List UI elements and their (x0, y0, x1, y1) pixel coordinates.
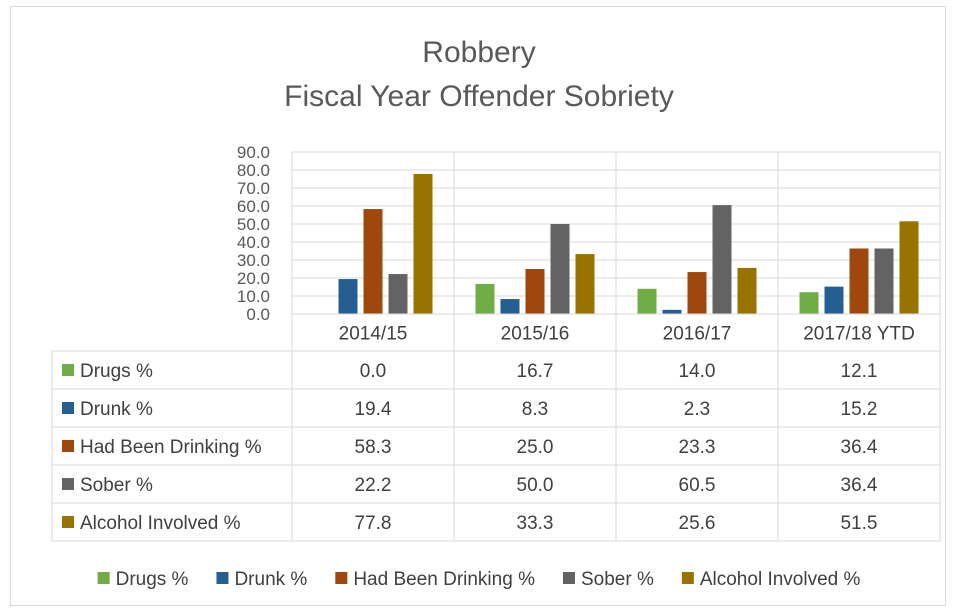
y-tick-label: 70.0 (237, 179, 270, 198)
data-value: 14.0 (679, 361, 716, 382)
legend-key (216, 572, 229, 584)
bar (799, 292, 819, 314)
table-series-label: Sober % (80, 475, 153, 496)
category-label: 2016/17 (663, 324, 732, 345)
y-tick-label: 20.0 (237, 269, 270, 288)
bar (388, 274, 408, 314)
y-tick-label: 80.0 (237, 161, 270, 180)
legend-label: Had Been Drinking % (353, 569, 535, 590)
data-value: 19.4 (355, 399, 392, 420)
bar (874, 248, 894, 314)
y-tick-label: 40.0 (237, 233, 270, 252)
data-value: 50.0 (517, 475, 554, 496)
y-tick-label: 60.0 (237, 197, 270, 216)
bar (712, 205, 732, 314)
data-value: 77.8 (355, 513, 392, 534)
table-legend-key (62, 478, 74, 490)
data-value: 58.3 (355, 437, 392, 458)
bar (550, 224, 570, 314)
data-value: 16.7 (517, 361, 554, 382)
data-value: 36.4 (841, 437, 878, 458)
data-value: 33.3 (517, 513, 554, 534)
bar (662, 309, 682, 314)
legend-label: Drugs % (116, 569, 189, 590)
legend-label: Alcohol Involved % (700, 569, 861, 590)
y-tick-label: 10.0 (237, 287, 270, 306)
bar (575, 254, 595, 314)
table-legend-key (62, 516, 74, 528)
bar (500, 299, 520, 314)
y-tick-label: 50.0 (237, 215, 270, 234)
bar (475, 283, 495, 314)
bar (824, 286, 844, 314)
data-value: 36.4 (841, 475, 878, 496)
legend-key (562, 572, 575, 584)
data-value: 60.5 (679, 475, 716, 496)
data-value: 2.3 (684, 399, 710, 420)
table-legend-key (62, 364, 74, 376)
table-series-label: Drunk % (80, 399, 153, 420)
bar (899, 221, 919, 314)
chart-title: Robbery (422, 36, 536, 69)
category-label: 2015/16 (501, 324, 570, 345)
table-series-label: Drugs % (80, 361, 153, 382)
bar (687, 272, 707, 314)
data-value: 25.0 (517, 437, 554, 458)
data-value: 15.2 (841, 399, 878, 420)
legend-key (335, 572, 348, 584)
bar (637, 288, 657, 314)
data-value: 0.0 (360, 361, 386, 382)
legend-label: Drunk % (234, 569, 307, 590)
data-value: 12.1 (841, 361, 878, 382)
data-value: 25.6 (679, 513, 716, 534)
bar (525, 269, 545, 314)
legend-key (97, 572, 110, 584)
y-tick-label: 30.0 (237, 251, 270, 270)
bar (338, 279, 358, 314)
bar (363, 209, 383, 314)
table-legend-key (62, 402, 74, 414)
chart-subtitle: Fiscal Year Offender Sobriety (284, 80, 674, 113)
table-legend-key (62, 440, 74, 452)
data-value: 22.2 (355, 475, 392, 496)
legend-label: Sober % (581, 569, 654, 590)
y-tick-label: 0.0 (246, 305, 270, 324)
data-value: 8.3 (522, 399, 548, 420)
legend-key (681, 572, 694, 584)
category-label: 2017/18 YTD (803, 324, 915, 345)
table-series-label: Had Been Drinking % (80, 437, 262, 458)
bar (737, 267, 757, 314)
y-tick-label: 90.0 (237, 143, 270, 162)
data-value: 51.5 (841, 513, 878, 534)
category-label: 2014/15 (339, 324, 408, 345)
bar (413, 173, 433, 314)
data-value: 23.3 (679, 437, 716, 458)
table-series-label: Alcohol Involved % (80, 513, 241, 534)
bar (849, 248, 869, 314)
